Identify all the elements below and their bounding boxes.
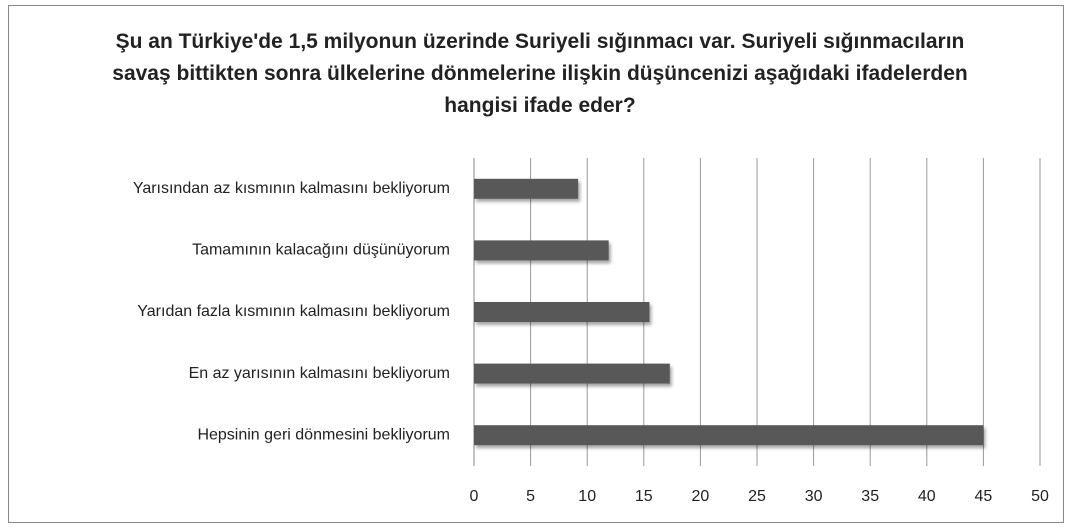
chart-border	[8, 5, 1064, 523]
x-tick-label: 35	[861, 488, 879, 505]
chart-title: Şu an Türkiye'de 1,5 milyonun üzerinde S…	[112, 30, 968, 117]
bar	[474, 363, 670, 384]
bar	[474, 302, 650, 322]
x-tick-label: 15	[635, 488, 653, 505]
y-tick-label: Tamamının kalacağını düşünüyorum	[192, 242, 450, 259]
x-tick-label: 40	[918, 488, 936, 505]
x-tick-label: 5	[526, 488, 535, 505]
x-tick-label: 0	[470, 488, 479, 505]
x-tick-label: 50	[1031, 488, 1049, 505]
x-tick-label: 30	[805, 488, 823, 505]
y-tick-label: Hepsinin geri dönmesini bekliyorum	[197, 426, 450, 443]
bar	[474, 425, 984, 446]
x-tick-label: 25	[748, 488, 766, 505]
y-tick-label: En az yarısının kalmasını bekliyorum	[189, 365, 450, 382]
y-tick-label: Yarıdan fazla kısmının kalmasını bekliyo…	[137, 303, 450, 320]
y-tick-label: Yarısından az kısmının kalmasını bekliyo…	[133, 180, 450, 197]
x-tick-label: 10	[578, 488, 596, 505]
x-tick-label: 45	[975, 488, 993, 505]
bar	[474, 178, 579, 199]
bar	[474, 240, 609, 261]
x-tick-label: 20	[692, 488, 710, 505]
